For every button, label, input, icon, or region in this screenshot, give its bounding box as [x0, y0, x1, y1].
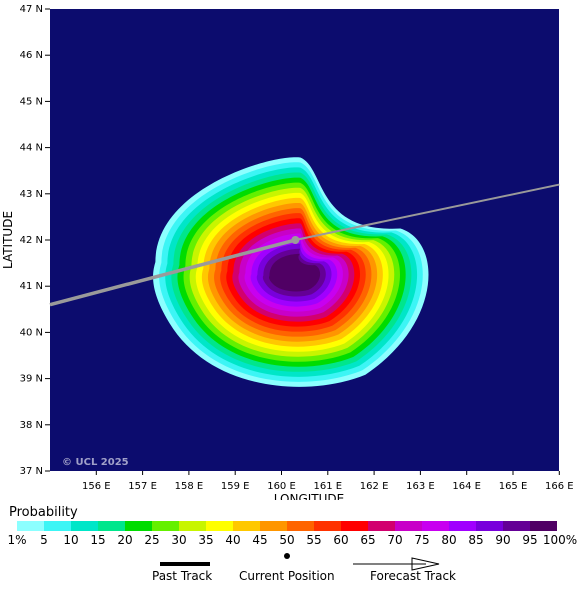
scale-label: 15	[90, 533, 106, 547]
scale-label: 95	[522, 533, 538, 547]
scale-label: 25	[144, 533, 160, 547]
scale-label: 55	[306, 533, 322, 547]
scale-swatch	[179, 521, 206, 531]
lon-tick-label: 162 E	[360, 481, 389, 492]
scale-label: 40	[225, 533, 241, 547]
lat-tick-label: 43 N	[20, 189, 43, 200]
x-axis-title: LONGITUDE	[274, 492, 344, 500]
lon-tick-label: 161 E	[314, 481, 343, 492]
lon-tick-label: 158 E	[175, 481, 204, 492]
scale-label: 60	[333, 533, 349, 547]
forecast-track-label: Forecast Track	[370, 569, 456, 583]
y-axis-title: LATITUDE	[1, 211, 15, 269]
scale-label: 1%	[7, 533, 27, 547]
scale-label: 30	[171, 533, 187, 547]
scale-swatch	[17, 521, 44, 531]
scale-swatch	[98, 521, 125, 531]
scale-label: 5	[40, 533, 48, 547]
lat-tick-label: 45 N	[20, 96, 43, 107]
scale-label: 35	[198, 533, 214, 547]
lon-tick-label: 165 E	[499, 481, 528, 492]
scale-swatch	[260, 521, 287, 531]
current-position-dot	[284, 553, 290, 559]
scale-swatch	[152, 521, 179, 531]
lat-tick-label: 47 N	[20, 4, 43, 15]
probability-color-scale	[17, 521, 557, 531]
lon-tick-label: 159 E	[221, 481, 250, 492]
lat-tick-label: 42 N	[20, 235, 43, 246]
current-position-marker	[291, 236, 300, 244]
lat-tick-label: 41 N	[20, 281, 43, 292]
scale-swatch	[341, 521, 368, 531]
legend-title: Probability	[9, 505, 78, 520]
scale-label: 75	[414, 533, 430, 547]
scale-label: 65	[360, 533, 376, 547]
scale-swatch	[206, 521, 233, 531]
scale-swatch	[368, 521, 395, 531]
lon-tick-label: 166 E	[545, 481, 574, 492]
scale-swatch	[476, 521, 503, 531]
lon-tick-label: 157 E	[128, 481, 157, 492]
probability-contour-band	[268, 253, 321, 292]
probability-map: 156 E 157 E 158 E 159 E 160 E 161 E 162 E 163 E…	[1, 4, 574, 500]
scale-label: 100%	[542, 533, 578, 547]
lon-tick-label: 163 E	[406, 481, 435, 492]
scale-swatch	[530, 521, 557, 531]
current-position-label: Current Position	[239, 569, 335, 583]
past-track-label: Past Track	[152, 569, 213, 583]
track-key	[160, 553, 440, 571]
scale-label: 50	[279, 533, 295, 547]
scale-label: 85	[468, 533, 484, 547]
probability-scale-labels: 1% 5 10 15 20 25 30 35 40 45 50 55 60 65 70 75 80 85 90 95 1…	[0, 531, 580, 547]
lat-tick-label: 39 N	[20, 374, 43, 385]
scale-swatch	[44, 521, 71, 531]
probability-contours	[153, 157, 429, 387]
lat-tick-label: 46 N	[20, 50, 43, 61]
lat-tick-label: 44 N	[20, 143, 43, 154]
scale-label: 45	[252, 533, 268, 547]
lat-tick-label: 37 N	[20, 466, 43, 477]
forecast-arrow-icon	[411, 557, 440, 571]
copyright-label: © UCL 2025	[62, 457, 129, 468]
storm-track	[49, 183, 560, 307]
scale-swatch	[422, 521, 449, 531]
scale-label: 80	[441, 533, 457, 547]
scale-swatch	[314, 521, 341, 531]
scale-swatch	[287, 521, 314, 531]
scale-swatch	[395, 521, 422, 531]
scale-swatch	[449, 521, 476, 531]
scale-label: 20	[117, 533, 133, 547]
past-track-segment	[49, 238, 296, 307]
scale-label: 90	[495, 533, 511, 547]
lon-tick-label: 164 E	[452, 481, 481, 492]
axis-ticks: 156 E 157 E 158 E 159 E 160 E 161 E 162 E 163 E…	[20, 4, 574, 492]
scale-swatch	[71, 521, 98, 531]
scale-label: 10	[63, 533, 79, 547]
scale-swatch	[233, 521, 260, 531]
lat-tick-label: 40 N	[20, 327, 43, 338]
lat-tick-label: 38 N	[20, 420, 43, 431]
lon-tick-label: 156 E	[82, 481, 111, 492]
scale-label: 70	[387, 533, 403, 547]
scale-swatch	[503, 521, 530, 531]
lon-tick-label: 160 E	[267, 481, 296, 492]
scale-swatch	[125, 521, 152, 531]
